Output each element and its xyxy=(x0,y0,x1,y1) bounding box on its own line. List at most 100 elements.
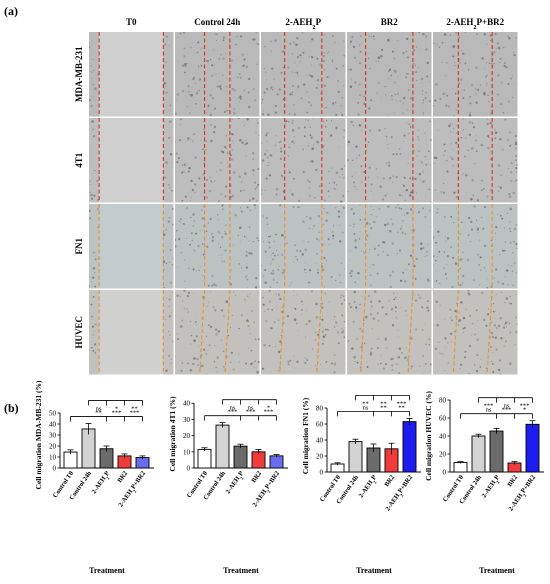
cell-speck xyxy=(372,264,375,266)
cell-speck xyxy=(515,179,518,182)
cell-speck xyxy=(205,149,207,151)
cell-speck xyxy=(272,252,274,254)
cell-speck xyxy=(385,135,388,138)
cell-speck xyxy=(186,308,188,310)
cell-speck xyxy=(246,295,249,298)
cell-speck xyxy=(171,207,174,211)
cell-speck xyxy=(293,318,297,321)
cell-speck xyxy=(181,201,183,203)
cell-speck xyxy=(290,282,293,284)
cell-speck xyxy=(239,138,242,142)
cell-speck xyxy=(446,263,448,265)
cell-speck xyxy=(190,138,192,141)
cell-speck xyxy=(340,105,342,107)
cell-speck xyxy=(164,86,166,88)
cell-speck xyxy=(279,340,282,343)
cell-speck xyxy=(372,208,375,211)
cell-speck xyxy=(218,230,220,233)
cell-speck xyxy=(494,33,497,36)
cell-speck xyxy=(257,183,260,186)
cell-speck xyxy=(363,250,365,252)
cell-speck xyxy=(412,260,415,262)
cell-speck xyxy=(389,274,392,277)
cell-speck xyxy=(369,351,373,354)
cell-speck xyxy=(499,57,502,60)
cell-speck xyxy=(408,41,411,43)
cell-speck xyxy=(168,306,170,308)
cell-speck xyxy=(321,303,323,305)
cell-speck xyxy=(479,366,482,368)
cell-speck xyxy=(417,150,421,153)
cell-speck xyxy=(271,67,274,70)
cell-speck xyxy=(278,141,281,144)
cell-speck xyxy=(343,54,346,57)
cell-speck xyxy=(282,66,284,69)
cell-speck xyxy=(349,224,351,226)
cell-speck xyxy=(233,112,236,115)
cell-speck xyxy=(207,222,210,224)
cell-speck xyxy=(370,300,373,303)
cell-speck xyxy=(369,312,371,314)
cell-speck xyxy=(427,279,430,282)
significance-label: ns xyxy=(486,407,492,414)
cell-speck xyxy=(314,339,316,341)
cell-speck xyxy=(89,217,91,220)
cell-speck xyxy=(512,96,514,99)
cell-speck xyxy=(505,176,507,178)
cell-speck xyxy=(246,275,248,277)
cell-speck xyxy=(446,94,449,97)
significance-label: * xyxy=(267,405,270,412)
cell-speck xyxy=(500,215,502,217)
cell-speck xyxy=(172,257,174,260)
cell-speck xyxy=(327,190,330,193)
cell-speck xyxy=(503,345,505,347)
cell-speck xyxy=(381,198,384,201)
cell-speck xyxy=(416,155,418,157)
cell-speck xyxy=(497,94,499,96)
cell-speck xyxy=(226,102,228,104)
cell-speck xyxy=(194,183,197,186)
cell-speck xyxy=(498,190,500,193)
cell-speck xyxy=(318,185,321,188)
cell-speck xyxy=(299,54,302,57)
cell-speck xyxy=(308,56,311,58)
cell-speck xyxy=(325,219,328,223)
cell-speck xyxy=(332,102,335,105)
cell-speck xyxy=(494,137,497,140)
cell-speck xyxy=(357,272,360,275)
cell-speck xyxy=(193,339,196,342)
cell-speck xyxy=(421,161,424,164)
cell-speck xyxy=(402,271,405,274)
cell-speck xyxy=(426,251,428,253)
cell-speck xyxy=(263,91,266,94)
cell-speck xyxy=(187,267,190,269)
cell-speck xyxy=(475,370,479,373)
cell-speck xyxy=(189,199,191,201)
cell-speck xyxy=(399,100,402,102)
cell-speck xyxy=(469,95,472,98)
cell-speck xyxy=(401,352,403,354)
cell-speck xyxy=(239,95,242,99)
cell-speck xyxy=(507,264,509,266)
cell-speck xyxy=(404,233,407,235)
cell-speck xyxy=(342,64,345,67)
cell-speck xyxy=(336,331,339,334)
cell-speck xyxy=(163,286,165,289)
cell-speck xyxy=(418,49,420,50)
cell-speck xyxy=(347,340,350,342)
cell-speck xyxy=(452,256,455,259)
cell-speck xyxy=(211,97,214,99)
cell-speck xyxy=(350,40,352,43)
cell-speck xyxy=(406,212,409,215)
cell-speck xyxy=(413,49,415,52)
cell-speck xyxy=(163,82,166,85)
cell-speck xyxy=(370,347,373,350)
cell-speck xyxy=(265,134,268,137)
cell-speck xyxy=(229,326,232,328)
cell-speck xyxy=(360,181,363,183)
bar-3 xyxy=(233,445,248,469)
cell-speck xyxy=(267,308,269,311)
cell-speck xyxy=(289,359,292,362)
cell-speck xyxy=(334,101,337,104)
